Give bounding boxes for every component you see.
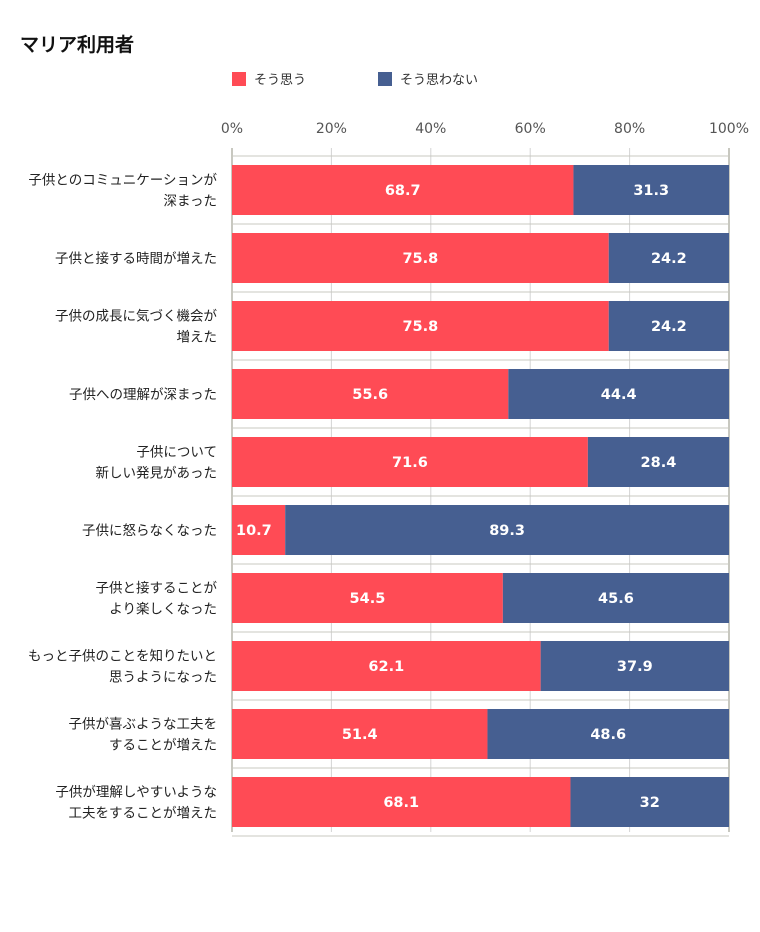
category-label-7-line-1: 子供と接することが: [96, 580, 218, 597]
category-label-10-line-2: 工夫をすることが増えた: [69, 806, 218, 822]
category-label-8-line-1: もっと子供のことを知りたいと: [28, 648, 217, 665]
data-label-agree-6: 10.7: [236, 523, 272, 539]
category-label-1-line-1: 子供とのコミュニケーションが: [28, 173, 217, 189]
bar-disagree-6: [285, 505, 729, 555]
data-label-agree-4: 55.6: [352, 387, 388, 403]
data-label-agree-2: 75.8: [402, 251, 438, 267]
bar-disagree-10: [570, 777, 729, 827]
category-label-5-line-1: 子供について: [136, 445, 217, 461]
data-label-disagree-8: 37.9: [617, 659, 653, 675]
x-tick-label-1: 0%: [221, 121, 243, 137]
bars: 68.7 31.3 75.8 24.2 75.8 24.2 55.6 44.4 71.6 28.4…: [232, 165, 729, 827]
bar-disagree-1: [573, 165, 729, 215]
legend-label-2: そう思わない: [400, 73, 478, 88]
data-label-disagree-2: 24.2: [651, 251, 687, 267]
category-label-2-line-1: 子供と接する時間が増えた: [55, 250, 217, 267]
bar-disagree-3: [608, 301, 729, 351]
bar-agree-3: [232, 301, 609, 351]
category-labels: 子供とのコミュニケーションが深まった子供と接する時間が増えた子供の成長に気づく機…: [28, 173, 217, 822]
bar-disagree-5: [587, 437, 729, 487]
x-axis: 0% 20% 40% 60% 80% 100%: [221, 121, 749, 137]
category-label-3-line-1: 子供の成長に気づく機会が: [55, 309, 217, 325]
bar-disagree-8: [540, 641, 729, 691]
data-label-agree-10: 68.1: [383, 795, 419, 811]
bar-agree-8: [232, 641, 541, 691]
x-tick-label-4: 60%: [515, 121, 546, 137]
category-label-5-line-2: 新しい発見があった: [96, 466, 218, 482]
category-label-8-line-2: 思うようになった: [109, 670, 217, 686]
legend-swatch-1: [232, 72, 246, 86]
bar-agree-4: [232, 369, 509, 419]
bar-disagree-2: [608, 233, 729, 283]
data-label-agree-3: 75.8: [402, 319, 438, 335]
legend-swatch-2: [378, 72, 392, 86]
x-tick-label-2: 20%: [316, 121, 347, 137]
bar-disagree-9: [487, 709, 729, 759]
category-label-10-line-1: 子供が理解しやすいような: [55, 785, 217, 801]
data-label-agree-5: 71.6: [392, 455, 428, 471]
category-label-3-line-2: 増えた: [177, 330, 218, 346]
data-label-agree-7: 54.5: [350, 591, 386, 607]
category-label-4-line-1: 子供への理解が深まった: [69, 387, 217, 403]
x-tick-label-3: 40%: [415, 121, 446, 137]
data-label-disagree-10: 32: [640, 795, 660, 811]
bar-agree-9: [232, 709, 488, 759]
category-label-9-line-2: することが増えた: [109, 738, 217, 754]
legend: そう思う そう思わない: [232, 72, 478, 88]
data-label-disagree-7: 45.6: [598, 591, 634, 607]
bar-agree-10: [232, 777, 571, 827]
legend-label-1: そう思う: [254, 73, 306, 88]
category-label-6-line-1: 子供に怒らなくなった: [82, 523, 217, 539]
data-label-disagree-9: 48.6: [590, 727, 626, 743]
data-label-agree-1: 68.7: [385, 183, 421, 199]
bar-agree-7: [232, 573, 503, 623]
x-tick-label-6: 100%: [709, 121, 749, 137]
data-label-disagree-6: 89.3: [489, 523, 525, 539]
data-label-agree-8: 62.1: [368, 659, 404, 675]
category-label-1-line-2: 深まった: [164, 194, 217, 210]
data-label-disagree-4: 44.4: [601, 387, 637, 403]
bar-disagree-7: [502, 573, 729, 623]
category-label-7-line-2: より楽しくなった: [109, 602, 217, 618]
bar-agree-1: [232, 165, 574, 215]
category-label-9-line-1: 子供が喜ぶような工夫を: [69, 717, 218, 733]
chart-title: マリア利用者: [20, 34, 135, 56]
data-label-disagree-3: 24.2: [651, 319, 687, 335]
bar-agree-6: [232, 505, 286, 555]
bar-disagree-4: [508, 369, 729, 419]
bar-agree-2: [232, 233, 609, 283]
data-label-disagree-5: 28.4: [641, 455, 677, 471]
data-label-agree-9: 51.4: [342, 727, 378, 743]
x-tick-label-5: 80%: [614, 121, 645, 137]
data-label-disagree-1: 31.3: [633, 183, 669, 199]
bar-agree-5: [232, 437, 588, 487]
